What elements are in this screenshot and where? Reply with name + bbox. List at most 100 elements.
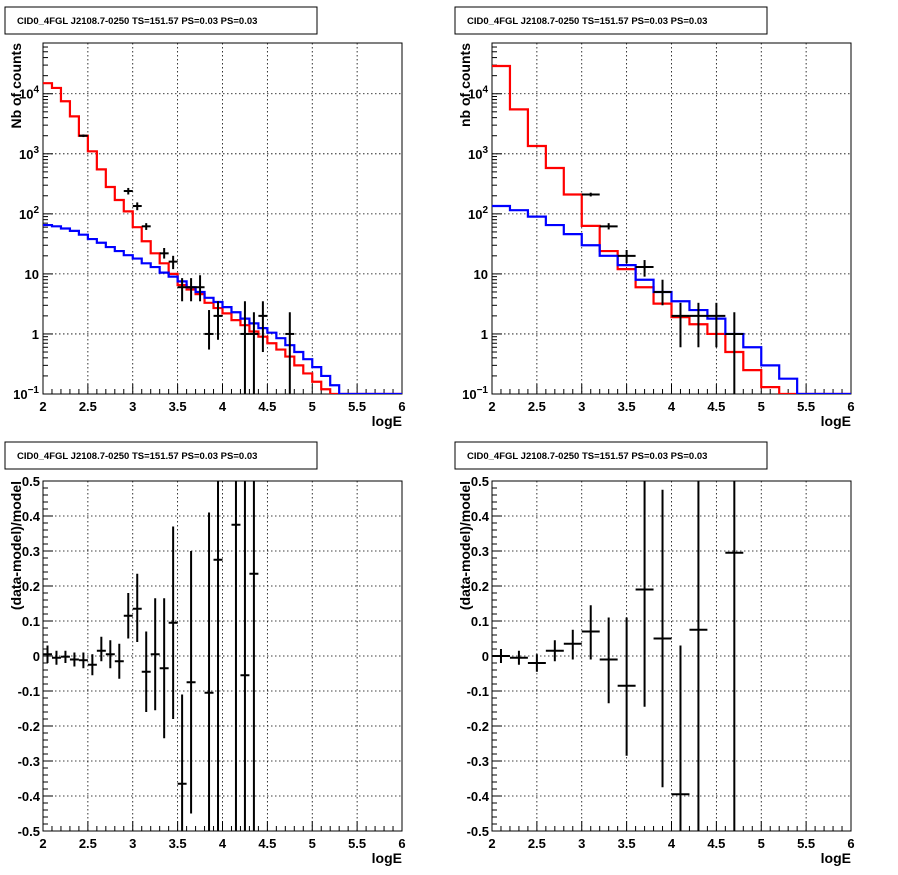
data-point xyxy=(195,275,205,302)
x-tick-label: 4 xyxy=(219,399,227,414)
y-tick-label: 0.1 xyxy=(471,614,489,629)
x-tick-label: 2.5 xyxy=(79,836,97,851)
x-tick-label: 4.5 xyxy=(258,836,276,851)
x-tick-label: 5 xyxy=(758,836,765,851)
residual-point xyxy=(653,489,672,788)
chart-title: CID0_4FGL J2108.7-0250 TS=151.57 PS=0.03… xyxy=(17,451,257,462)
model-source-histogram xyxy=(492,204,851,394)
x-tick-label: 5.5 xyxy=(348,836,366,851)
x-tick-label: 2 xyxy=(39,399,46,414)
x-tick-label: 4 xyxy=(668,836,676,851)
x-tick-label: 5 xyxy=(309,836,316,851)
residual-point xyxy=(213,481,223,831)
residual-point xyxy=(43,645,52,663)
y-tick-label-exp: 2 xyxy=(33,205,39,216)
y-tick-label-exp: 4 xyxy=(33,85,39,96)
x-tick-label: 2 xyxy=(488,399,495,414)
data-point xyxy=(653,279,672,306)
x-tick-label: 3 xyxy=(129,836,136,851)
data-point xyxy=(78,134,88,138)
data-point xyxy=(725,312,744,394)
y-axis-title: nb of counts xyxy=(457,43,473,127)
x-tick-label: 4.5 xyxy=(707,836,725,851)
grid xyxy=(43,481,402,831)
x-tick-label: 5.5 xyxy=(348,399,366,414)
data-point xyxy=(213,301,223,340)
residual-point xyxy=(105,640,115,669)
y-tick-label: 104 xyxy=(19,85,39,102)
y-tick-label: 0 xyxy=(482,649,489,664)
panel-2: CID0_4FGL J2108.7-0250 TS=151.57 PS=0.03… xyxy=(4,441,406,866)
model-total-histogram xyxy=(492,64,851,394)
x-axis-title: logE xyxy=(821,850,851,866)
x-tick-label: 4 xyxy=(668,399,676,414)
y-tick-label-exp: 2 xyxy=(482,205,488,216)
x-tick-label: 5.5 xyxy=(797,399,815,414)
residual-point xyxy=(545,640,564,662)
residual-point xyxy=(231,481,241,831)
y-tick-label: 102 xyxy=(19,205,39,222)
plot-area xyxy=(492,64,851,394)
x-tick-label: 3 xyxy=(578,836,585,851)
residual-point xyxy=(60,650,70,663)
y-ticks xyxy=(43,480,53,832)
y-tick-label-exp: 3 xyxy=(482,145,488,156)
data-point xyxy=(689,302,708,348)
y-tick-label-base: 10 xyxy=(468,207,482,222)
residual-point xyxy=(159,598,169,739)
y-tick-label: 0 xyxy=(33,649,40,664)
residual-point xyxy=(249,481,259,831)
grid xyxy=(492,481,851,831)
residual-point xyxy=(689,481,708,831)
data-point xyxy=(249,312,259,394)
x-axis-title: logE xyxy=(821,413,851,429)
y-ticks xyxy=(492,42,502,395)
data-point xyxy=(186,278,196,302)
residual-point xyxy=(671,645,690,831)
x-tick-label: 2 xyxy=(488,836,495,851)
plot-area xyxy=(492,481,744,831)
data-point xyxy=(617,250,636,264)
y-tick-label-base: 10 xyxy=(19,207,33,222)
y-tick-label: 0.3 xyxy=(471,544,489,559)
y-ticks xyxy=(43,42,53,395)
y-tick-label-base: 10 xyxy=(19,87,33,102)
y-tick-label: -0.4 xyxy=(467,789,490,804)
residual-point xyxy=(204,512,214,831)
data-point xyxy=(258,301,268,353)
y-tick-label: -0.3 xyxy=(467,754,489,769)
y-tick-label: 0.3 xyxy=(22,544,40,559)
data-point xyxy=(132,202,142,211)
y-tick-label: -0.4 xyxy=(18,789,41,804)
residual-point xyxy=(563,629,582,660)
y-tick-label: 0.1 xyxy=(22,614,40,629)
data-point xyxy=(141,223,151,230)
plot-area xyxy=(43,82,402,394)
panel-1: CID0_4FGL J2108.7-0250 TS=151.57 PS=0.03… xyxy=(454,6,855,429)
x-axis-title: logE xyxy=(372,850,402,866)
y-tick-label-base: 10 xyxy=(462,387,476,402)
chart-title: CID0_4FGL J2108.7-0250 TS=151.57 PS=0.03… xyxy=(467,451,707,462)
y-tick-label: 103 xyxy=(468,145,488,162)
x-tick-label: 5 xyxy=(758,399,765,414)
x-tick-label: 4.5 xyxy=(258,399,276,414)
y-tick-label: 10 xyxy=(474,267,488,282)
y-tick-label: 0.4 xyxy=(22,509,41,524)
y-tick-label: 10 xyxy=(25,267,39,282)
y-axis-title: (data-model)/model xyxy=(457,481,473,610)
data-point xyxy=(707,302,726,348)
y-tick-label-base: 10 xyxy=(468,147,482,162)
residual-point xyxy=(177,694,187,831)
x-tick-label: 2 xyxy=(39,836,46,851)
grid xyxy=(43,43,402,394)
residual-point xyxy=(617,617,636,756)
residual-point xyxy=(581,605,600,660)
plot-area xyxy=(43,481,259,831)
residual-point xyxy=(635,481,654,707)
x-tick-label: 6 xyxy=(847,399,854,414)
x-tick-label: 2.5 xyxy=(79,399,97,414)
y-tick-label: -0.5 xyxy=(467,824,489,839)
data-point xyxy=(599,223,618,230)
y-tick-label: 0.2 xyxy=(22,579,40,594)
y-axis-title: Nb of counts xyxy=(8,43,24,129)
